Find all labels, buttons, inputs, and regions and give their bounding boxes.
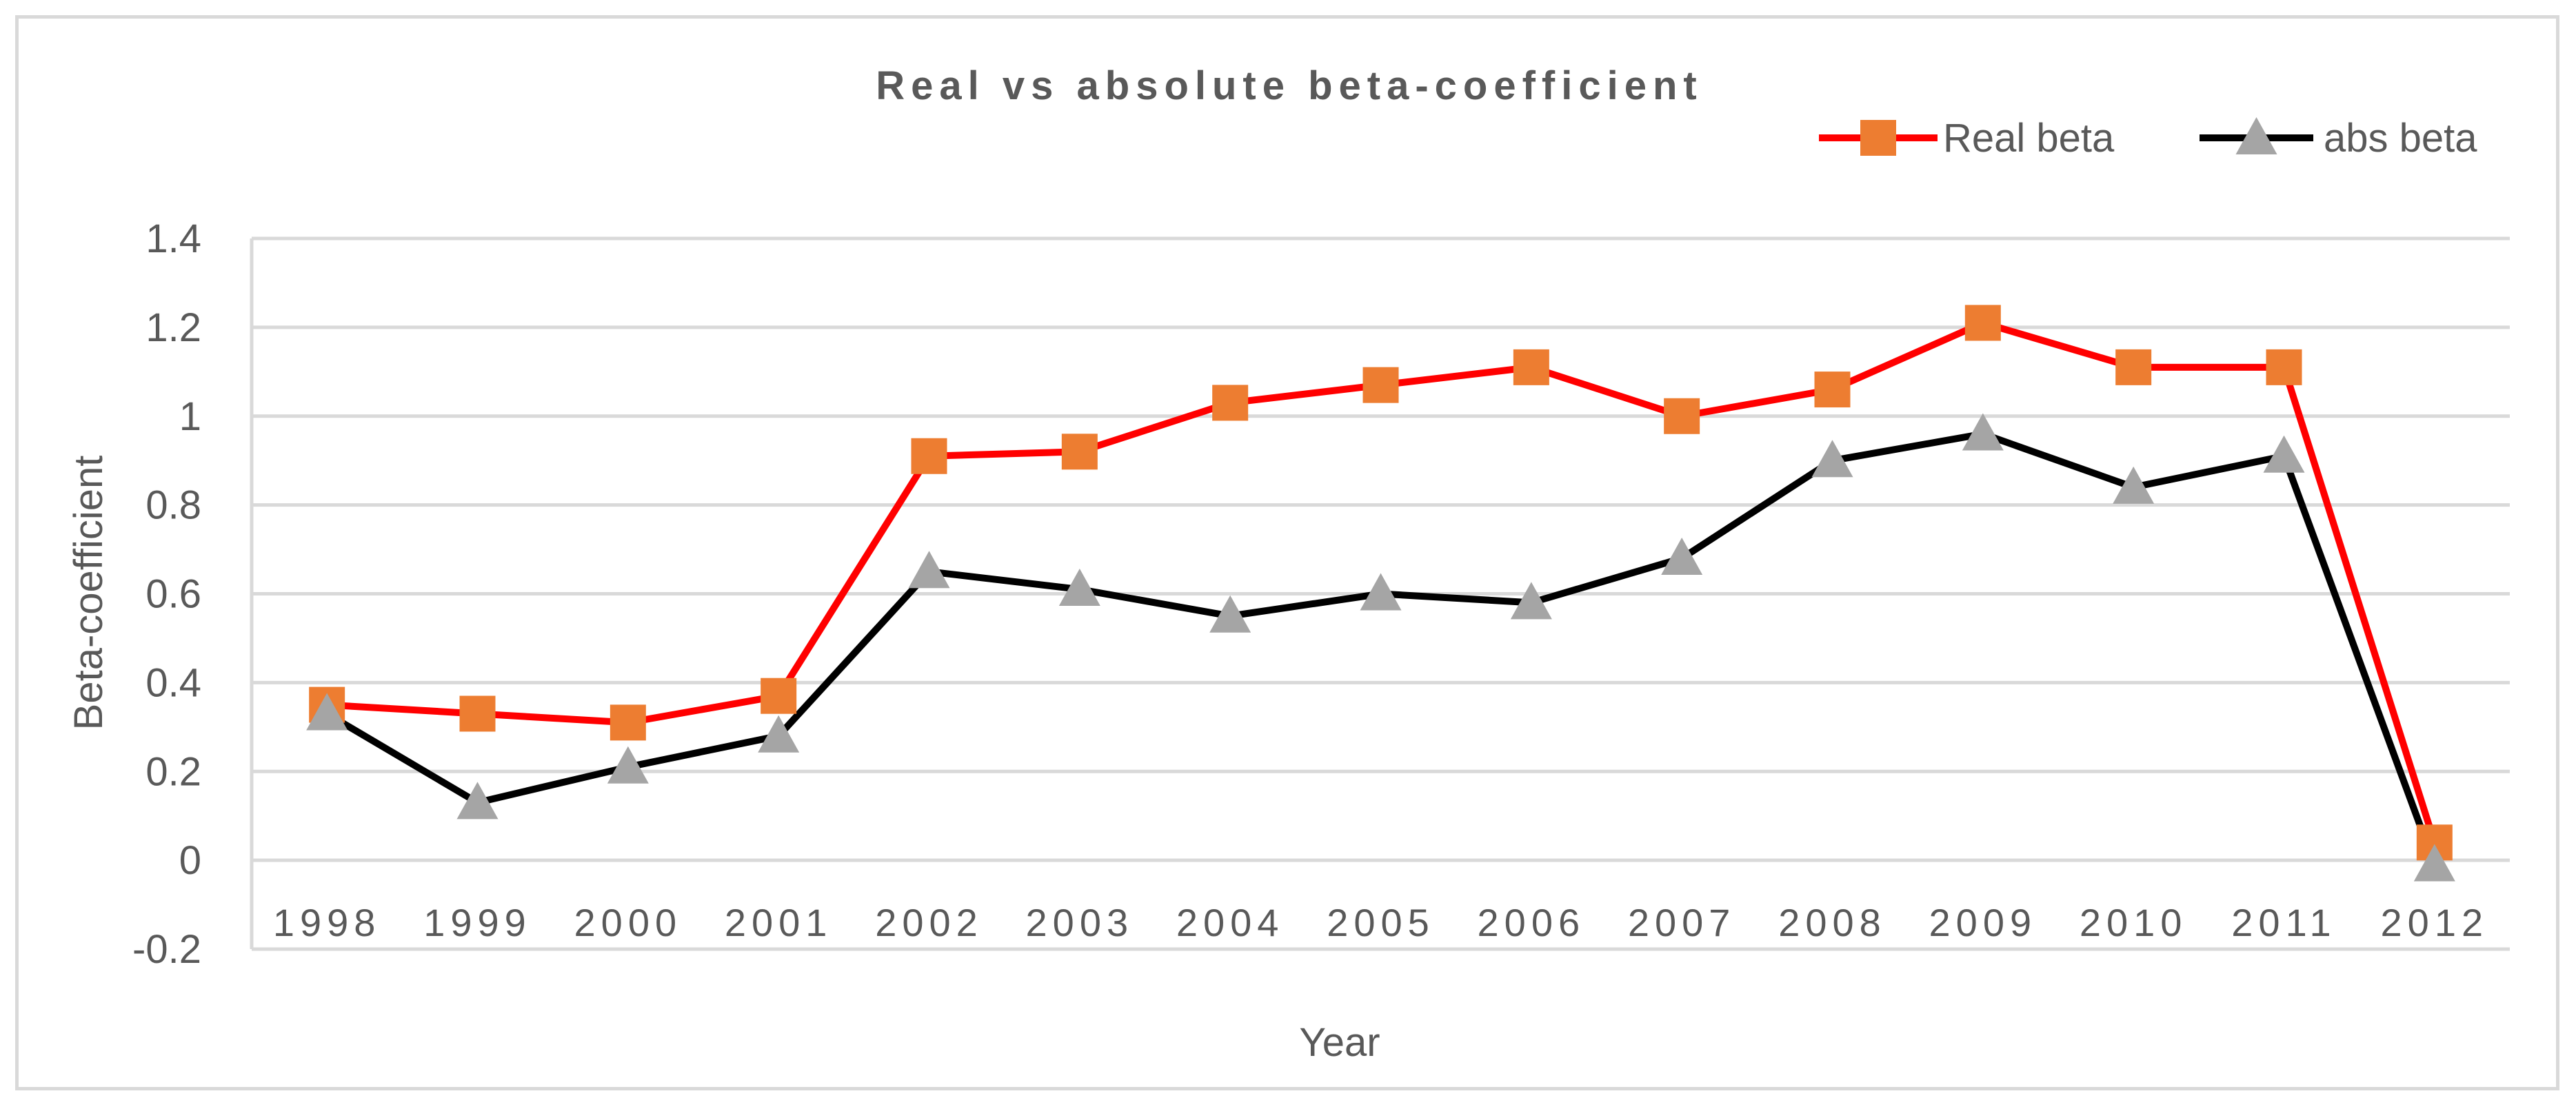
y-tick-label: 1 [179, 394, 201, 439]
abs-beta-point [1661, 537, 1703, 575]
real-beta-point [911, 438, 947, 474]
abs-beta-point [2413, 844, 2455, 882]
x-tick-label: 2010 [2080, 901, 2188, 944]
abs-beta-point [2113, 466, 2155, 504]
y-tick-label: 0.8 [145, 483, 201, 528]
y-tick-label: 0.4 [145, 660, 201, 705]
x-tick-label: 2006 [1478, 901, 1586, 944]
x-tick-label: 1998 [273, 901, 381, 944]
x-tick-label: 2012 [2381, 901, 2489, 944]
abs-beta-point [908, 551, 950, 589]
y-axis-label: Beta-coefficient [66, 456, 111, 731]
x-tick-label: 2001 [725, 901, 833, 944]
chart-title: Real vs absolute beta-coefficient [876, 63, 1702, 108]
legend-square-marker [1860, 120, 1896, 156]
y-tick-label: 0 [179, 838, 201, 883]
y-tick-label: 0.6 [145, 572, 201, 617]
legend: Real beta abs beta [1819, 116, 2477, 161]
y-tick-label: 1.4 [145, 216, 201, 261]
real-beta-point [2266, 349, 2302, 385]
abs-beta-point [1209, 595, 1251, 633]
real-beta-point [459, 695, 496, 732]
real-beta-point [1061, 434, 1098, 470]
abs-beta-point [2263, 435, 2305, 473]
y-tick-label: 1.2 [145, 305, 201, 350]
real-beta-point [1664, 398, 1700, 434]
legend-label: Real beta [1943, 116, 2115, 161]
abs-beta-point [758, 715, 800, 753]
real-beta-point [1513, 349, 1549, 385]
abs-beta-point [1962, 413, 2004, 451]
x-axis-ticks: 1998 1999 2000 2001 2002 2003 2004 2005 2006 2007… [273, 901, 2489, 944]
abs-beta-point [456, 782, 499, 820]
real-beta-point [610, 704, 646, 741]
abs-beta-point [1058, 569, 1100, 607]
x-tick-label: 2000 [574, 901, 683, 944]
real-beta-point [761, 678, 797, 714]
abs-beta-point [1811, 440, 1853, 478]
real-beta-point [1362, 367, 1399, 403]
y-tick-label: 0.2 [145, 749, 201, 794]
real-beta-point [1964, 305, 2001, 341]
y-axis-ticks: 1.4 1.2 1 0.8 0.6 0.4 0.2 0 -0.2 [132, 216, 201, 972]
x-tick-label: 2011 [2231, 901, 2336, 944]
y-tick-label: -0.2 [132, 927, 201, 972]
abs-beta-point [1510, 582, 1552, 620]
x-tick-label: 2002 [875, 901, 983, 944]
x-tick-label: 2004 [1176, 901, 1285, 944]
chart-frame [15, 15, 2559, 1090]
abs-beta-point [1360, 573, 1402, 611]
x-tick-label: 2003 [1026, 901, 1134, 944]
x-tick-label: 2007 [1628, 901, 1736, 944]
real-beta-point [1814, 372, 1851, 408]
real-beta-point [2115, 349, 2152, 385]
abs-beta-point [607, 746, 649, 784]
x-tick-label: 2008 [1778, 901, 1886, 944]
legend-triangle-marker [2235, 117, 2277, 154]
legend-label: abs beta [2324, 116, 2477, 161]
x-tick-label: 2005 [1327, 901, 1435, 944]
x-axis-label: Year [1299, 1020, 1380, 1065]
series-markers [306, 305, 2455, 882]
x-tick-label: 2009 [1929, 901, 2037, 944]
abs-beta-point [306, 693, 348, 731]
real-beta-point [1212, 385, 1249, 421]
x-tick-label: 1999 [423, 901, 532, 944]
